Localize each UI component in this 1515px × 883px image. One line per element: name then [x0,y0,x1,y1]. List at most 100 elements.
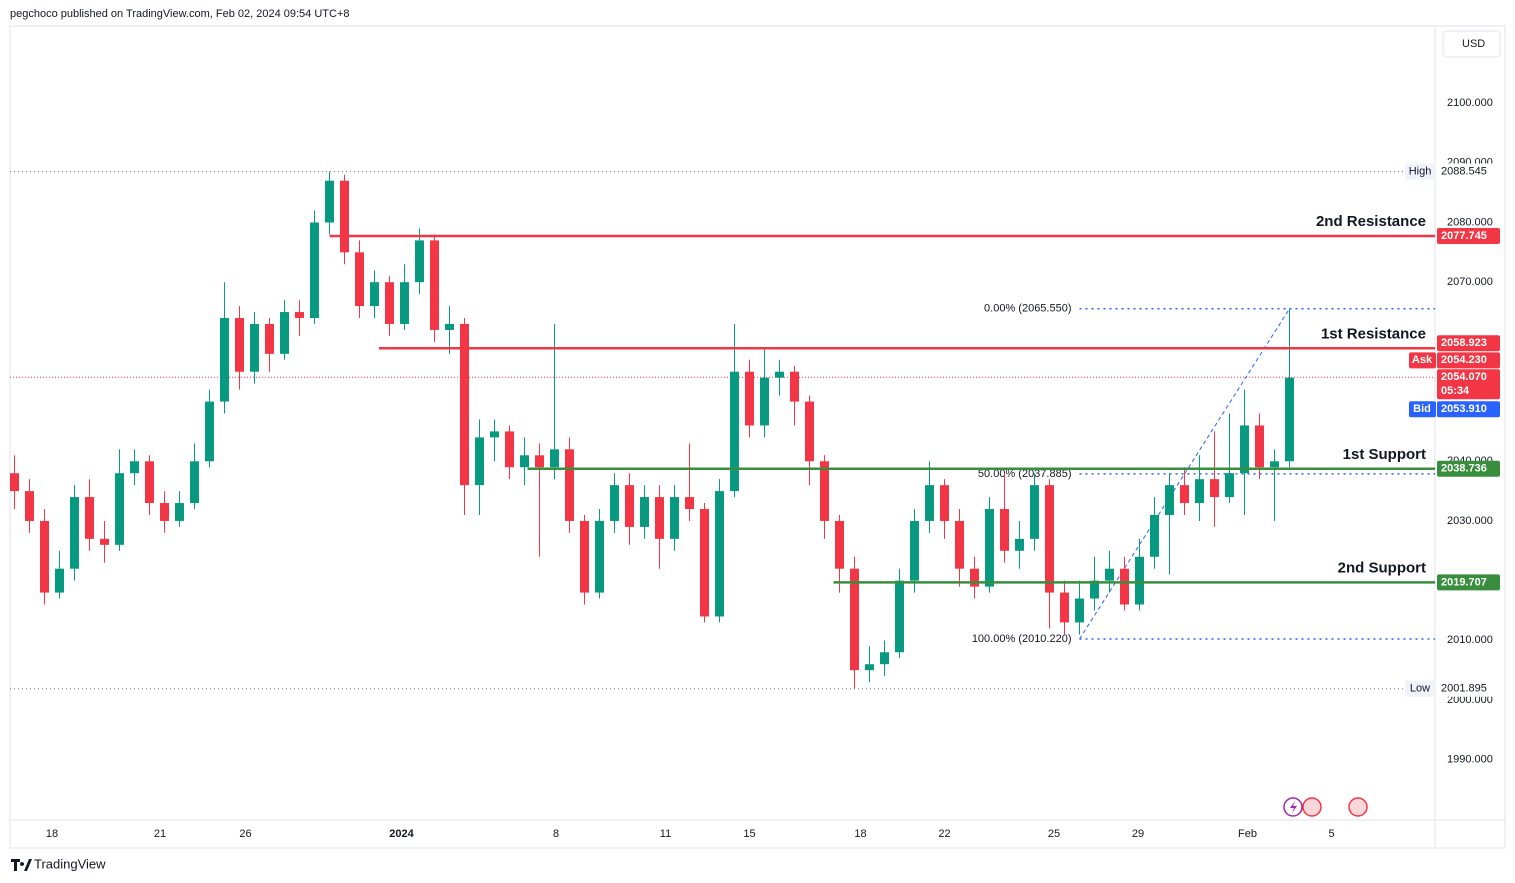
last-price-badge [1437,369,1500,400]
level-value: 2077.745 [1441,230,1487,242]
fib-label: 100.00% (2010.220) [972,633,1072,645]
extreme-name-box [1405,680,1435,697]
candle-body [475,437,484,486]
candle-body [1030,485,1039,539]
candle-body [145,461,154,504]
level-name: 2nd Resistance [1316,213,1426,230]
candle-body [310,222,319,319]
candle-body [595,520,604,593]
candle-body [190,461,199,504]
candle-body [1015,538,1024,551]
x-tick-label: 29 [1132,828,1144,840]
extreme-value: 2088.545 [1441,165,1487,177]
y-tick-label: 2100.000 [1447,97,1493,109]
frame [9,25,1506,849]
currency-button[interactable] [1442,30,1501,58]
candle-body [700,509,709,617]
last-price-value: 2054.070 [1441,371,1487,383]
y-tick-label: 2030.000 [1447,515,1493,527]
candle-body [730,371,739,492]
y-tick-label: 2070.000 [1447,276,1493,288]
x-tick-label: 15 [743,828,755,840]
candle-body [625,485,634,527]
level-badge [1437,335,1500,352]
extreme-name: Low [1410,683,1430,695]
fib-trend [1079,308,1290,640]
candle-body [445,323,454,330]
candle-body [130,461,139,474]
candle-body [910,520,919,581]
candle-body [715,491,724,617]
candle-body [10,473,19,492]
x-tick-label: 18 [46,828,58,840]
candle-body [55,568,64,593]
quote-name: Bid [1413,403,1431,415]
candle-body [1075,598,1084,623]
candle-body [1060,592,1069,623]
x-tick-label: 11 [660,828,671,840]
level-name: 1st Support [1343,446,1426,463]
x-tick-label: 5 [1328,828,1334,840]
candle-body [520,455,529,468]
candle-body [850,568,859,671]
candle-body [670,497,679,539]
candle-body [790,371,799,402]
candle-body [895,580,904,653]
candle-body [1120,568,1129,605]
candle-body [745,371,754,426]
candle-body [460,323,469,486]
candle-body [970,568,979,587]
quote-value: 2054.230 [1441,354,1487,366]
level-value: 2058.923 [1441,337,1487,349]
candle-body [115,473,124,545]
quote-name-box [1409,401,1436,418]
level-badge [1437,460,1500,477]
candle-body [325,180,334,223]
level-name: 1st Resistance [1321,325,1426,342]
x-tick-label: 8 [553,828,559,840]
candle-body [1135,556,1144,605]
candle-body [985,509,994,587]
candle-body [250,323,259,372]
candle-body [1150,514,1159,557]
candle-body [1045,485,1054,593]
last-price-countdown: 05:34 [1441,385,1470,397]
quote-name-box [1409,352,1436,369]
candle-body [1000,509,1009,551]
level-value: 2038.736 [1441,463,1487,475]
level-badge [1437,574,1500,591]
x-tick-label: 18 [854,828,866,840]
extreme-name: High [1409,165,1432,177]
level-badge [1437,227,1500,244]
candle-body [220,318,229,402]
x-tick-label: 2024 [389,828,414,840]
candle-body [580,520,589,593]
candle-body [760,377,769,426]
candle-body [1240,425,1249,474]
level-value: 2019.707 [1441,576,1487,588]
candle-body [1255,425,1264,468]
candle-body [70,497,79,569]
candle-body [1090,580,1099,599]
candle-body [655,497,664,539]
candle-body [805,401,814,462]
candle-body [295,312,304,319]
candle-body [175,503,184,521]
candle-body [25,491,34,521]
candle-body [1210,479,1219,498]
x-tick-label: 26 [239,828,251,840]
candle-body [820,461,829,521]
candle-body [280,312,289,354]
extreme-badge [1437,680,1500,697]
candle-body [550,449,559,468]
extreme-name-box [1405,163,1435,180]
candle-body [880,652,889,665]
brand-name: TradingView [34,856,106,871]
candle-body [610,485,619,521]
fib-label: 0.00% (2065.550) [984,303,1071,315]
x-tick-label: Feb [1238,828,1257,840]
candle-body [925,485,934,521]
candle-body [235,318,244,372]
currency-label: USD [1462,38,1485,50]
candle-body [355,252,364,307]
